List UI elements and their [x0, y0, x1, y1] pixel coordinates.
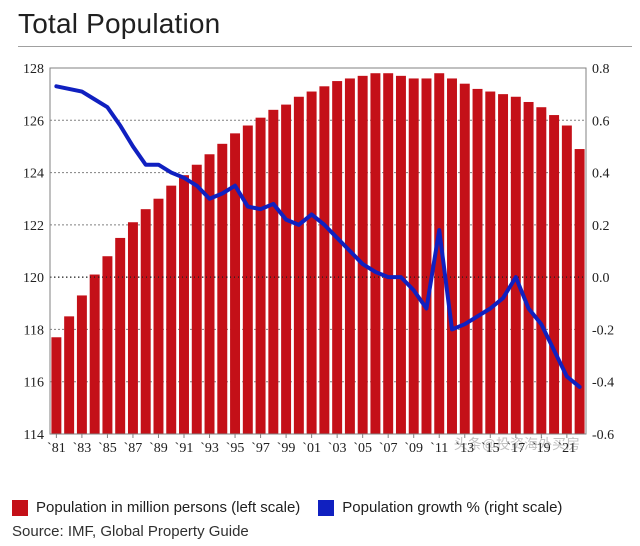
svg-text:0.4: 0.4 [592, 167, 610, 182]
svg-text:`93: `93 [200, 441, 219, 456]
svg-text:0.0: 0.0 [592, 271, 610, 286]
svg-text:0.8: 0.8 [592, 62, 610, 77]
svg-text:120: 120 [23, 271, 44, 286]
source-text: Source: IMF, Global Property Guide [12, 523, 249, 540]
legend: Population in million persons (left scal… [12, 499, 632, 516]
chart-card: Total Population 114 116 118 120 122 124 126 12… [0, 0, 640, 546]
svg-text:`21: `21 [558, 441, 577, 456]
population-chart-svg: 114 116 118 120 122 124 126 128 -0.6 -0.4 -0.2 0.0 0… [8, 60, 632, 464]
svg-text:`81: `81 [47, 441, 66, 456]
svg-text:-0.4: -0.4 [592, 376, 614, 391]
svg-text:`03: `03 [328, 441, 347, 456]
svg-text:-0.2: -0.2 [592, 323, 614, 338]
svg-text:0.6: 0.6 [592, 114, 610, 129]
svg-text:124: 124 [23, 167, 44, 182]
svg-text:`09: `09 [404, 441, 423, 456]
svg-text:`11: `11 [430, 441, 448, 456]
legend-swatch-line [318, 500, 334, 516]
svg-text:`95: `95 [226, 441, 245, 456]
svg-text:`89: `89 [149, 441, 168, 456]
svg-text:0.2: 0.2 [592, 219, 610, 234]
svg-text:116: 116 [24, 376, 44, 391]
svg-text:`19: `19 [532, 441, 551, 456]
svg-text:128: 128 [23, 62, 44, 77]
title-rule [18, 46, 632, 47]
svg-text:`99: `99 [277, 441, 296, 456]
svg-text:`83: `83 [73, 441, 92, 456]
svg-text:`13: `13 [455, 441, 474, 456]
svg-text:`87: `87 [124, 441, 143, 456]
svg-text:`17: `17 [506, 441, 525, 456]
svg-text:114: 114 [24, 428, 44, 443]
chart-title: Total Population [18, 8, 220, 40]
svg-text:`07: `07 [379, 441, 398, 456]
svg-text:`01: `01 [302, 441, 321, 456]
legend-label-bars: Population in million persons (left scal… [36, 499, 300, 516]
svg-text:126: 126 [23, 114, 44, 129]
svg-text:118: 118 [24, 323, 44, 338]
svg-text:`97: `97 [251, 441, 270, 456]
svg-text:`05: `05 [353, 441, 372, 456]
svg-text:`15: `15 [481, 441, 500, 456]
svg-text:`85: `85 [98, 441, 117, 456]
svg-text:`91: `91 [175, 441, 194, 456]
svg-text:-0.6: -0.6 [592, 428, 614, 443]
legend-swatch-bars [12, 500, 28, 516]
svg-text:122: 122 [23, 219, 44, 234]
chart-area: 114 116 118 120 122 124 126 128 -0.6 -0.4 -0.2 0.0 0… [8, 60, 632, 464]
legend-label-line: Population growth % (right scale) [342, 499, 562, 516]
